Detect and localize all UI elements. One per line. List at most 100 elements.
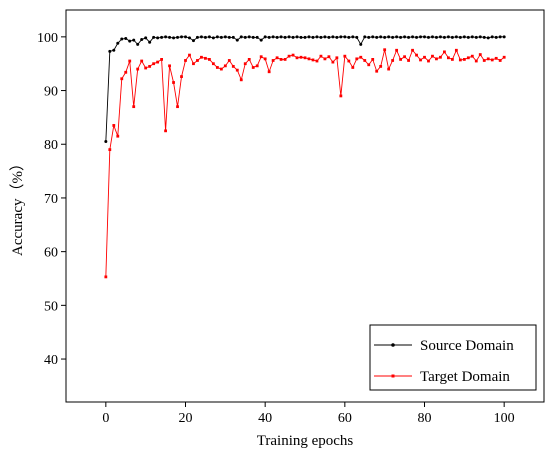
point-source-domain bbox=[215, 35, 219, 39]
point-target-domain bbox=[486, 57, 490, 61]
point-target-domain bbox=[399, 58, 402, 61]
point-source-domain bbox=[399, 35, 403, 39]
legend-marker-target bbox=[391, 374, 395, 378]
point-source-domain bbox=[235, 38, 239, 42]
point-source-domain bbox=[482, 35, 486, 39]
point-target-domain bbox=[152, 62, 156, 66]
point-target-domain bbox=[204, 56, 207, 60]
point-source-domain bbox=[478, 35, 482, 39]
legend: Source Domain Target Domain bbox=[369, 324, 537, 391]
point-source-domain bbox=[295, 35, 299, 39]
point-target-domain bbox=[443, 50, 446, 54]
point-source-domain bbox=[307, 35, 311, 39]
point-target-domain bbox=[104, 275, 108, 279]
point-source-domain bbox=[168, 35, 172, 39]
point-source-domain bbox=[184, 35, 187, 39]
point-target-domain bbox=[200, 55, 203, 59]
point-target-domain bbox=[327, 55, 331, 59]
point-source-domain bbox=[446, 35, 450, 39]
point-target-domain bbox=[315, 59, 319, 63]
point-source-domain bbox=[327, 35, 331, 39]
point-source-domain bbox=[438, 35, 442, 39]
point-target-domain bbox=[415, 53, 418, 57]
point-source-domain bbox=[164, 35, 168, 39]
point-source-domain bbox=[116, 41, 120, 45]
point-source-domain bbox=[148, 40, 152, 44]
point-source-domain bbox=[474, 35, 478, 39]
point-target-domain bbox=[498, 59, 502, 62]
point-target-domain bbox=[450, 58, 454, 61]
point-target-domain bbox=[180, 75, 183, 78]
point-target-domain bbox=[140, 59, 144, 63]
point-target-domain bbox=[411, 48, 414, 52]
point-target-domain bbox=[215, 66, 219, 69]
point-source-domain bbox=[223, 35, 227, 39]
point-source-domain bbox=[311, 35, 315, 39]
point-source-domain bbox=[411, 35, 415, 39]
point-source-domain bbox=[152, 35, 156, 39]
point-source-domain bbox=[239, 35, 243, 39]
point-target-domain bbox=[251, 66, 255, 69]
point-target-domain bbox=[347, 59, 351, 63]
point-target-domain bbox=[128, 59, 132, 63]
point-target-domain bbox=[359, 55, 363, 59]
point-source-domain bbox=[339, 35, 343, 39]
point-source-domain bbox=[231, 35, 235, 39]
point-source-domain bbox=[403, 35, 407, 39]
point-target-domain bbox=[168, 64, 171, 68]
point-source-domain bbox=[108, 49, 112, 53]
point-source-domain bbox=[466, 35, 470, 39]
point-target-domain bbox=[435, 57, 438, 61]
point-target-domain bbox=[343, 54, 347, 58]
series-line-target-domain bbox=[105, 49, 505, 277]
x-tick-label: 20 bbox=[179, 411, 193, 426]
point-target-domain bbox=[239, 78, 243, 82]
point-source-domain bbox=[419, 35, 423, 39]
point-target-domain bbox=[156, 60, 160, 64]
point-source-domain bbox=[243, 35, 247, 39]
point-target-domain bbox=[275, 56, 279, 60]
point-target-domain bbox=[223, 64, 227, 68]
x-axis-label: Training epochs bbox=[257, 433, 354, 449]
point-source-domain bbox=[275, 35, 279, 39]
point-target-domain bbox=[231, 64, 235, 68]
point-source-domain bbox=[267, 35, 271, 39]
y-tick-label: 40 bbox=[44, 353, 58, 368]
point-target-domain bbox=[219, 67, 223, 71]
point-source-domain bbox=[315, 35, 319, 39]
point-target-domain bbox=[375, 69, 379, 73]
point-source-domain bbox=[458, 35, 462, 39]
legend-marker-source bbox=[391, 343, 395, 347]
point-target-domain bbox=[116, 134, 120, 138]
point-source-domain bbox=[454, 35, 458, 39]
point-source-domain bbox=[363, 35, 367, 39]
point-source-domain bbox=[303, 35, 307, 39]
point-target-domain bbox=[331, 60, 335, 64]
point-target-domain bbox=[184, 59, 187, 62]
point-target-domain bbox=[148, 64, 152, 68]
point-target-domain bbox=[439, 55, 442, 59]
point-source-domain bbox=[156, 36, 160, 40]
point-source-domain bbox=[359, 42, 363, 46]
point-source-domain bbox=[112, 48, 116, 52]
point-source-domain bbox=[319, 35, 323, 39]
point-target-domain bbox=[243, 62, 247, 66]
point-source-domain bbox=[379, 35, 383, 39]
x-axis: 0 20 40 60 80 100 bbox=[102, 402, 515, 426]
legend-box bbox=[369, 324, 537, 391]
point-source-domain bbox=[391, 35, 395, 39]
point-target-domain bbox=[466, 56, 470, 60]
point-source-domain bbox=[498, 35, 502, 39]
point-source-domain bbox=[291, 35, 295, 39]
point-source-domain bbox=[207, 35, 211, 39]
point-source-domain bbox=[199, 35, 203, 39]
point-source-domain bbox=[415, 35, 419, 39]
y-tick-label: 60 bbox=[44, 246, 58, 261]
point-source-domain bbox=[347, 35, 351, 39]
point-source-domain bbox=[355, 35, 359, 39]
point-source-domain bbox=[494, 35, 498, 39]
point-source-domain bbox=[450, 35, 454, 39]
point-source-domain bbox=[375, 35, 379, 39]
y-tick-label: 100 bbox=[37, 31, 58, 46]
point-source-domain bbox=[502, 35, 506, 39]
